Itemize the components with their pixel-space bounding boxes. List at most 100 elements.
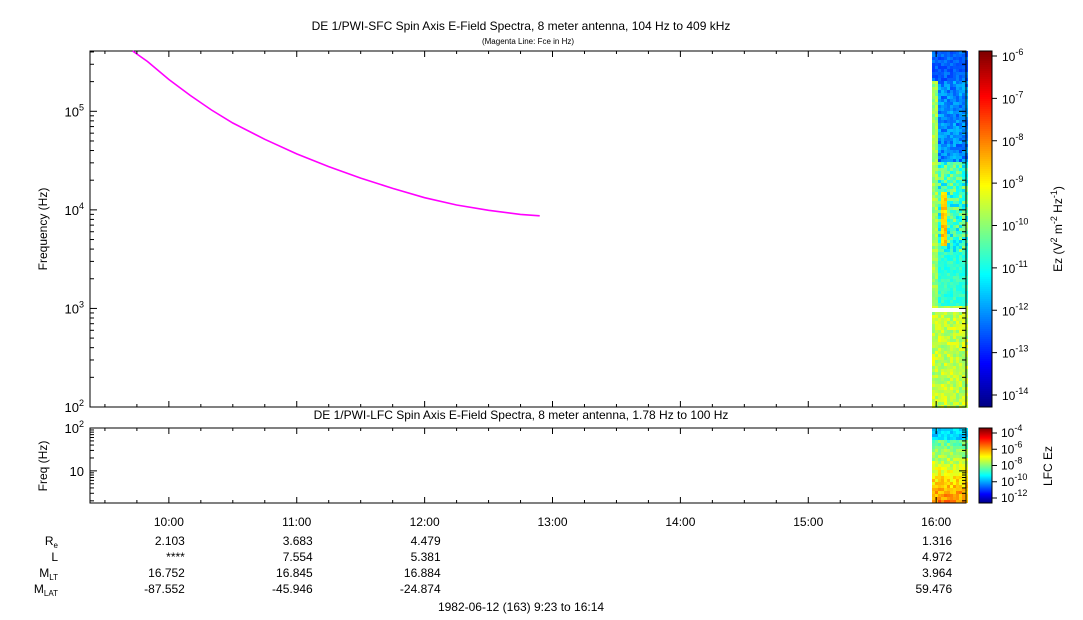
sfc-spectrogram-cell	[953, 339, 956, 342]
sfc-spectrogram-cell	[941, 213, 944, 216]
sfc-spectrogram-cell	[950, 255, 953, 258]
sfc-spectrogram-cell	[947, 348, 950, 351]
sfc-spectrogram-cell	[938, 327, 941, 330]
sfc-spectrogram-cell	[962, 180, 965, 183]
sfc-colorbar-segment	[979, 127, 992, 129]
lfc-colorbar-segment	[979, 448, 992, 449]
sfc-spectrogram-cell	[932, 168, 935, 171]
sfc-spectrogram-cell	[944, 159, 947, 162]
sfc-spectrogram-cell	[953, 141, 956, 144]
lfc-spectrogram-cell	[953, 470, 956, 473]
sfc-spectrogram-cell	[962, 192, 965, 195]
sfc-spectrogram-cell	[947, 180, 950, 183]
sfc-spectrogram-cell	[935, 222, 938, 225]
sfc-spectrogram-cell	[962, 279, 965, 282]
sfc-spectrogram-cell	[938, 192, 941, 195]
sfc-spectrogram-cell	[941, 123, 944, 126]
lfc-spectrogram-cell	[959, 464, 962, 467]
sfc-spectrogram-cell	[932, 225, 935, 228]
sfc-spectrogram-cell	[947, 258, 950, 261]
sfc-spectrogram-cell	[953, 69, 956, 72]
sfc-spectrogram-cell	[953, 63, 956, 66]
sfc-spectrogram-cell	[956, 102, 959, 105]
lfc-colorbar-segment	[979, 452, 992, 453]
lfc-spectrogram-cell	[932, 494, 935, 497]
sfc-spectrogram-cell	[953, 357, 956, 360]
lfc-spectrogram-cell	[932, 446, 935, 449]
sfc-spectrogram-cell	[944, 339, 947, 342]
lfc-spectrogram-cell	[932, 449, 935, 452]
sfc-spectrogram-cell	[962, 360, 965, 363]
sfc-spectrogram-cell	[950, 192, 953, 195]
sfc-spectrogram-cell	[935, 279, 938, 282]
sfc-spectrogram-cell	[932, 321, 935, 324]
lfc-colorbar-segment	[979, 485, 992, 486]
sfc-spectrogram-cell	[932, 327, 935, 330]
sfc-spectrogram-cell	[932, 210, 935, 213]
sfc-spectrogram-cell	[947, 312, 950, 315]
sfc-spectrogram-cell	[947, 102, 950, 105]
lfc-spectrogram-cell	[950, 437, 953, 440]
sfc-spectrogram-cell	[932, 78, 935, 81]
sfc-colorbar-segment	[979, 357, 992, 359]
sfc-spectrogram-cell	[941, 396, 944, 399]
sfc-spectrogram-cell	[938, 291, 941, 294]
lfc-spectrogram-cell	[956, 443, 959, 446]
sfc-spectrogram-cell	[941, 402, 944, 405]
sfc-spectrogram-cell	[962, 183, 965, 186]
sfc-spectrogram-cell	[947, 288, 950, 291]
sfc-spectrogram-cell	[932, 159, 935, 162]
sfc-spectrogram-cell	[941, 294, 944, 297]
lfc-colorbar-segment	[979, 466, 992, 467]
sfc-spectrogram-cell	[947, 171, 950, 174]
sfc-spectrogram-cell	[941, 336, 944, 339]
lfc-spectrogram-cell	[962, 461, 965, 464]
lfc-spectrogram-cell	[944, 449, 947, 452]
sfc-spectrogram-cell	[956, 336, 959, 339]
sfc-spectrogram-cell	[959, 276, 962, 279]
sfc-spectrogram-cell	[956, 144, 959, 147]
sfc-spectrogram-cell	[935, 192, 938, 195]
sfc-spectrogram-cell	[950, 204, 953, 207]
sfc-spectrogram-cell	[938, 261, 941, 264]
lfc-spectrogram-cell	[932, 458, 935, 461]
sfc-spectrogram-cell	[947, 93, 950, 96]
sfc-colorbar-segment	[979, 113, 992, 115]
lfc-colorbar-segment	[979, 491, 992, 492]
sfc-colorbar-segment	[979, 257, 992, 259]
sfc-spectrogram-cell	[944, 342, 947, 345]
sfc-spectrogram-cell	[944, 306, 947, 309]
sfc-spectrogram-cell	[956, 183, 959, 186]
sfc-spectrogram-cell	[932, 213, 935, 216]
lfc-spectrogram-cell	[938, 485, 941, 488]
lfc-colorbar-segment	[979, 430, 992, 431]
lfc-spectrogram-cell	[944, 488, 947, 491]
sfc-spectrogram-cell	[953, 348, 956, 351]
sfc-spectrogram-cell	[932, 375, 935, 378]
sfc-spectrogram-cell	[938, 60, 941, 63]
lfc-spectrogram-cell	[956, 464, 959, 467]
sfc-spectrogram-cell	[959, 294, 962, 297]
sfc-colorbar-segment	[979, 161, 992, 163]
sfc-spectrogram-cell	[953, 117, 956, 120]
sfc-spectrogram-cell	[941, 84, 944, 87]
sfc-spectrogram-cell	[962, 222, 965, 225]
sfc-colorbar-segment	[979, 121, 992, 123]
sfc-spectrogram-cell	[953, 75, 956, 78]
sfc-spectrogram-cell	[932, 174, 935, 177]
sfc-spectrogram-cell	[941, 333, 944, 336]
sfc-spectrogram-cell	[956, 129, 959, 132]
sfc-spectrogram-cell	[932, 105, 935, 108]
sfc-spectrogram-cell	[950, 231, 953, 234]
lfc-spectrogram-cell	[953, 446, 956, 449]
sfc-spectrogram-cell	[938, 213, 941, 216]
sfc-spectrogram-cell	[953, 261, 956, 264]
sfc-spectrogram-cell	[962, 306, 965, 309]
sfc-spectrogram-cell	[950, 120, 953, 123]
sfc-spectrogram-cell	[947, 264, 950, 267]
sfc-spectrogram-cell	[950, 291, 953, 294]
sfc-spectrogram-cell	[962, 201, 965, 204]
sfc-spectrogram-cell	[944, 288, 947, 291]
sfc-spectrogram-cell	[950, 219, 953, 222]
sfc-spectrogram-cell	[944, 72, 947, 75]
